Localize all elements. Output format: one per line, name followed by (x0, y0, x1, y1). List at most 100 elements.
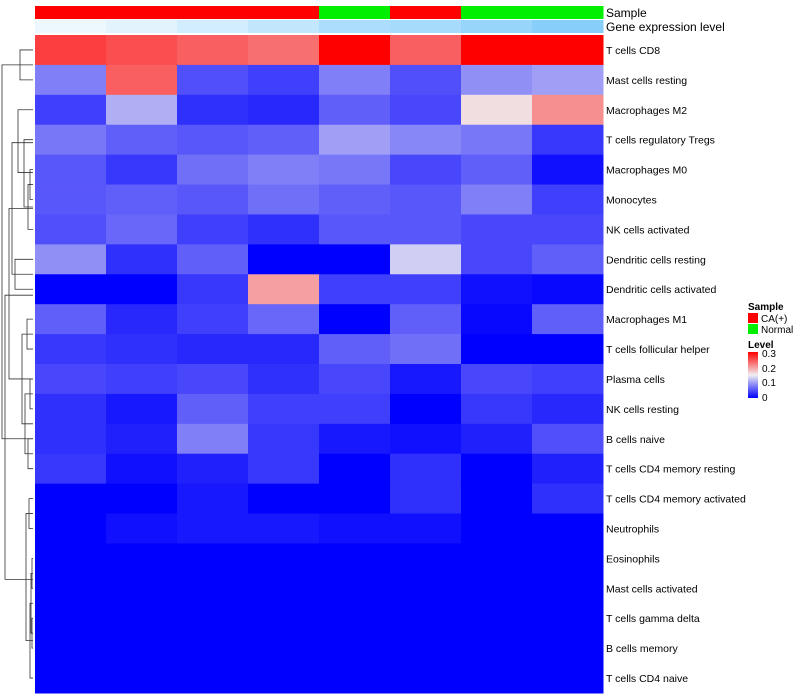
heatmap-cell (177, 334, 249, 365)
heatmap-cell (177, 184, 249, 215)
heatmap-cell (248, 633, 320, 664)
heatmap-cell (319, 513, 391, 544)
heatmap-cell (106, 663, 178, 694)
row-label: T cells gamma delta (606, 613, 700, 625)
heatmap-cell (106, 483, 178, 515)
heatmap-cell (177, 304, 249, 335)
heatmap-cell (177, 423, 249, 455)
heatmap-cell (390, 633, 462, 664)
heatmap-cell (319, 364, 391, 395)
dendrogram-branch (25, 513, 33, 642)
heatmap-cell (390, 573, 462, 604)
row-label: T cells follicular helper (606, 344, 710, 356)
sample-annotation-cell (390, 6, 462, 19)
heatmap-cell (390, 364, 462, 395)
heatmap-cell (532, 633, 604, 664)
heatmap-cell (106, 94, 178, 126)
heatmap-cell (390, 274, 462, 305)
heatmap-cell (106, 603, 178, 634)
heatmap-cell (461, 513, 533, 544)
heatmap-cell (35, 334, 107, 365)
heatmap-cell (35, 603, 107, 634)
heatmap-cell (248, 543, 320, 574)
heatmap-cell (461, 184, 533, 215)
heatmap-cell (461, 64, 533, 96)
heatmap-cell (35, 124, 107, 156)
legend-sample-title: Sample (748, 302, 784, 313)
heatmap-cell (177, 603, 249, 634)
dendrogram-branch (17, 109, 33, 173)
heatmap-cell (177, 393, 249, 425)
heatmap-cell (461, 633, 533, 664)
heatmap-cell (177, 154, 249, 186)
heatmap-cell (319, 393, 391, 425)
heatmap-cell (390, 483, 462, 515)
row-label: NK cells resting (606, 404, 679, 416)
heatmap-cell (532, 364, 604, 395)
heatmap-cell (106, 334, 178, 365)
heatmap-cell (106, 35, 178, 66)
heatmap-cell (532, 184, 604, 215)
heatmap-cell (35, 543, 107, 574)
heatmap-cell (35, 364, 107, 395)
heatmap-cell (248, 573, 320, 604)
heatmap-cell (35, 94, 107, 126)
sample-annotation-cell (35, 6, 107, 19)
heatmap-cell (461, 393, 533, 425)
heatmap-cell (390, 64, 462, 96)
heatmap-cell (35, 483, 107, 515)
row-label: Macrophages M1 (606, 314, 687, 326)
gene-expression-annotation-cell (319, 20, 391, 33)
heatmap-cell (461, 663, 533, 694)
heatmap-cell (177, 35, 249, 66)
heatmap-cell (248, 94, 320, 126)
heatmap-cell (532, 483, 604, 515)
dendrogram-branch (23, 139, 33, 208)
heatmap-cell (319, 214, 391, 245)
row-label: T cells CD4 memory resting (606, 464, 735, 476)
heatmap-cell (532, 423, 604, 455)
row-label: Eosinophils (606, 553, 660, 565)
heatmap-cell (390, 513, 462, 544)
heatmap-cell (35, 304, 107, 335)
heatmap-cell (461, 35, 533, 66)
heatmap-cell (106, 513, 178, 544)
heatmap-cell (461, 573, 533, 604)
heatmap-cell (390, 334, 462, 365)
row-label: Dendritic cells resting (606, 254, 706, 266)
heatmap-cell (532, 35, 604, 66)
legend: Sample CA(+) Normal Level 0.3 0.2 0.1 0 (748, 302, 793, 404)
heatmap-cell (248, 364, 320, 395)
heatmap-cell (461, 334, 533, 365)
heatmap-cell (461, 154, 533, 186)
legend-level-colorbar (748, 352, 758, 398)
heatmap-cell (106, 274, 178, 305)
heatmap-cell (106, 364, 178, 395)
row-dendrogram (1, 49, 33, 679)
heatmap-cell (248, 334, 320, 365)
heatmap-cell (35, 184, 107, 215)
gene-expression-annotation-cell (461, 20, 533, 33)
row-label: T cells regulatory Tregs (606, 135, 715, 147)
heatmap-cell (248, 64, 320, 96)
gene-expression-annotation-cell (35, 20, 107, 33)
legend-swatch-normal (748, 324, 758, 334)
row-label: Monocytes (606, 195, 657, 207)
gene-expression-annotation-cell (390, 20, 462, 33)
heatmap-cell (390, 663, 462, 694)
gene-expression-annotation-label: Gene expression level (606, 20, 725, 34)
heatmap-cell (35, 663, 107, 694)
row-label: Neutrophils (606, 524, 659, 536)
heatmap-cell (177, 483, 249, 515)
sample-annotation-cell (461, 6, 533, 19)
heatmap-cell (248, 154, 320, 186)
heatmap-cell (461, 423, 533, 455)
heatmap-cell (390, 214, 462, 245)
heatmap-cell (461, 364, 533, 395)
heatmap-cell (35, 154, 107, 186)
heatmap-cell (106, 244, 178, 275)
heatmap-cell (319, 543, 391, 574)
heatmap-cell (248, 513, 320, 544)
heatmap-cell (532, 274, 604, 305)
heatmap-cell (177, 633, 249, 664)
